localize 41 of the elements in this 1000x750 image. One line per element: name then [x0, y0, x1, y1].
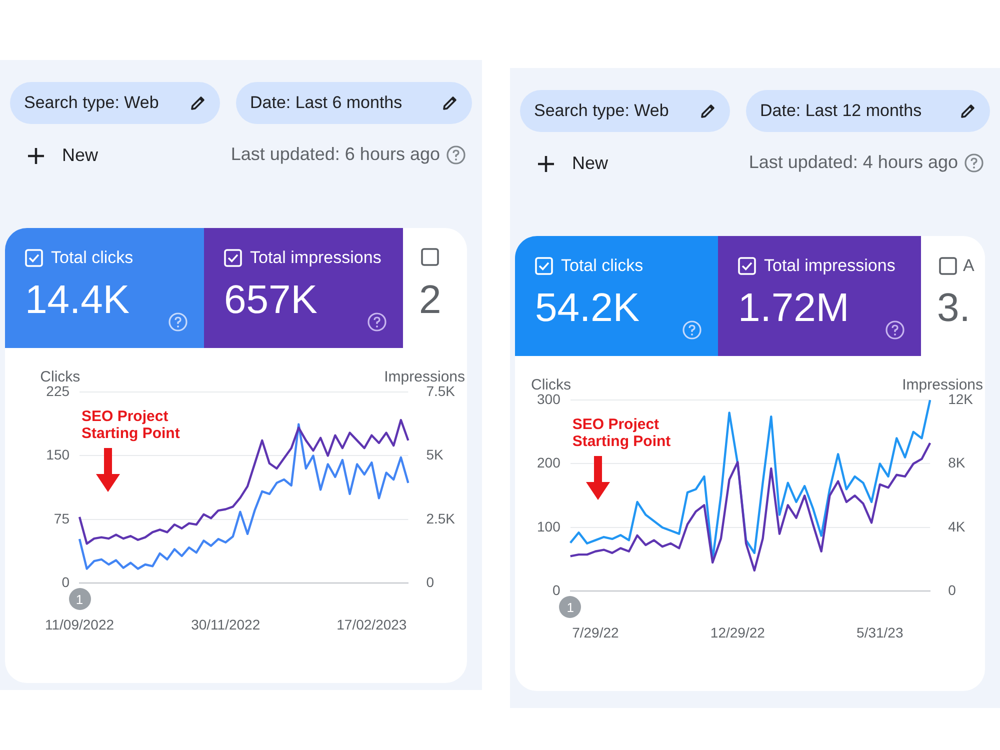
text: 1.72M: [738, 286, 850, 331]
text: Search type: Web: [24, 93, 159, 113]
y2-tick-label: 5K: [426, 446, 444, 463]
x-tick-label: 30/11/2022: [191, 616, 260, 632]
x-tick-label: 12/29/22: [710, 624, 766, 640]
text: Total clicks: [561, 256, 644, 276]
annotation: SEO Project Starting Point: [572, 416, 672, 450]
text: 1: [559, 596, 582, 618]
text: New: [572, 153, 608, 174]
text: 14.4K: [25, 278, 130, 323]
text: 3.: [937, 286, 970, 331]
annotation: SEO Project Starting Point: [82, 408, 181, 442]
text: Total impressions: [250, 248, 382, 268]
text: Date: Last 12 months: [760, 101, 922, 121]
text: Total impressions: [764, 256, 896, 276]
text: A: [963, 256, 974, 276]
y2-tick-label: 0: [948, 582, 956, 598]
y-tick-label: 200: [537, 454, 561, 471]
text: Last updated: 6 hours ago: [230, 144, 440, 165]
y-tick-label: 75: [54, 510, 70, 526]
text: Date: Last 6 months: [250, 93, 402, 113]
x-tick-label: 5/31/23: [856, 624, 904, 640]
y2-tick-label: 0: [426, 574, 434, 590]
y-tick-label: 100: [537, 518, 561, 534]
x-tick-label: 11/09/2022: [45, 616, 114, 632]
x-tick-label: 17/02/2023: [336, 616, 407, 632]
text: 54.2K: [535, 286, 640, 331]
y2-tick-label: 2.5K: [426, 510, 456, 526]
y-tick-label: 0: [62, 574, 70, 590]
x-tick-label: 7/29/22: [572, 624, 620, 640]
text: New: [62, 145, 98, 166]
y2-tick-label: 4K: [948, 518, 966, 534]
text: Total clicks: [51, 248, 134, 268]
text: 1: [68, 588, 90, 610]
text: Search type: Web: [534, 101, 669, 121]
text: Last updated: 4 hours ago: [748, 152, 958, 173]
text: 2: [419, 278, 442, 323]
text: 657K: [224, 278, 318, 323]
y-tick-label: 150: [46, 446, 70, 463]
y2-tick-label: 8K: [948, 454, 966, 471]
y-tick-label: 0: [552, 582, 561, 598]
